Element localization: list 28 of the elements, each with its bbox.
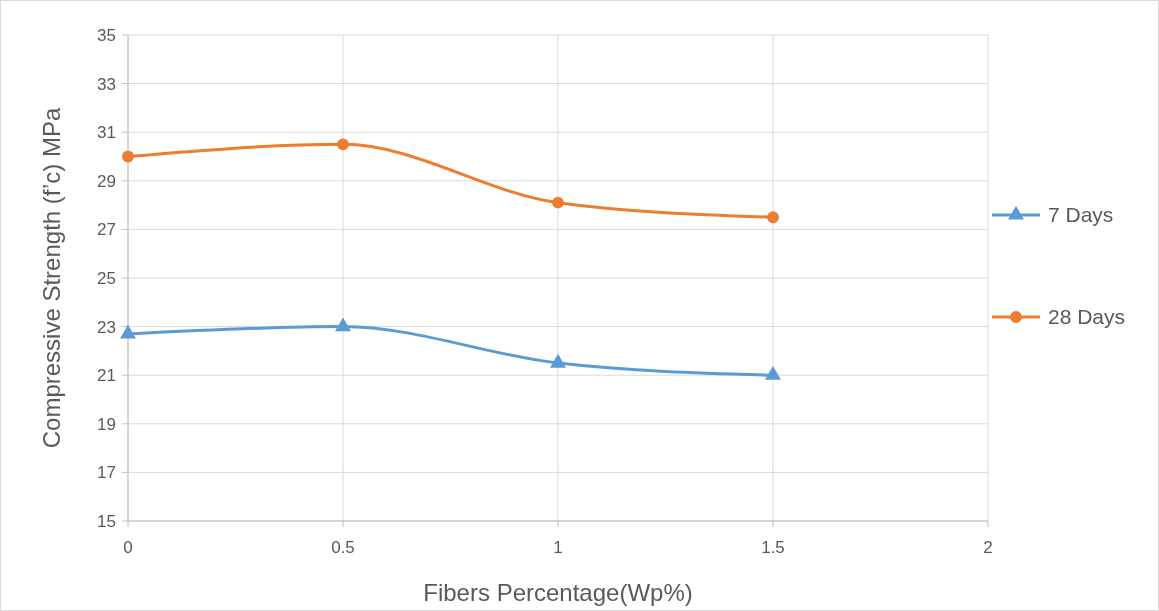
y-tick-label: 27 <box>97 220 116 240</box>
point <box>765 366 781 380</box>
y-tick-label: 19 <box>97 414 116 434</box>
y-tick-label: 35 <box>97 25 116 45</box>
y-tick-label: 21 <box>97 366 116 386</box>
legend-label: 28 Days <box>1048 305 1126 329</box>
y-tick-label: 31 <box>97 123 116 143</box>
y-tick-label: 15 <box>97 511 116 531</box>
y-tick-label: 29 <box>97 171 116 191</box>
point <box>767 211 779 224</box>
y-tick-label: 33 <box>97 74 116 94</box>
point <box>337 138 349 151</box>
y-tick-label: 23 <box>97 317 116 337</box>
x-tick-label: 0.5 <box>331 538 355 557</box>
point <box>335 317 351 332</box>
point <box>552 196 564 209</box>
x-tick-label: 0 <box>123 538 133 557</box>
point <box>550 353 566 368</box>
x-tick-label: 2 <box>983 538 993 557</box>
x-tick-label: 1 <box>553 538 563 557</box>
y-axis-title: Compressive Strength (f’c) MPa <box>38 107 65 449</box>
y-tick-label: 25 <box>97 268 116 288</box>
x-axis-title: Fibers Percentage(Wp%) <box>423 579 693 606</box>
legend-label: 7 Days <box>1048 203 1114 227</box>
point <box>120 324 136 339</box>
y-tick-label: 17 <box>97 463 116 483</box>
point <box>122 150 134 163</box>
x-tick-label: 1.5 <box>761 538 785 557</box>
